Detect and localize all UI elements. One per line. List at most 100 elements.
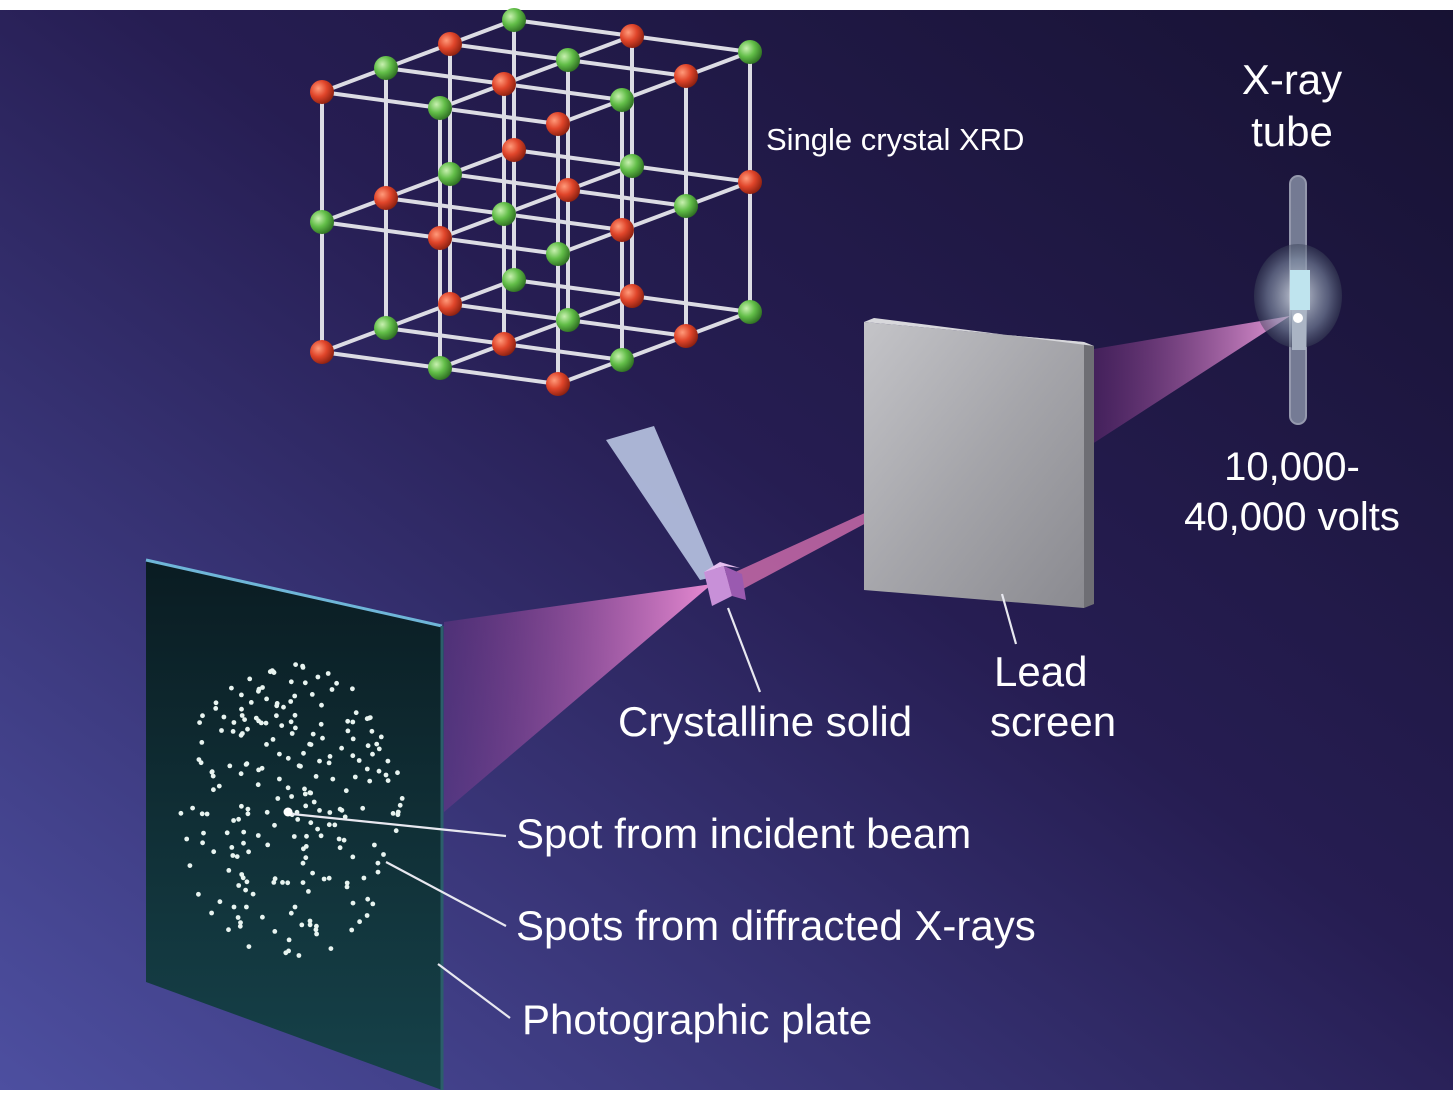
- diffraction-spot: [286, 937, 292, 943]
- diffraction-spot: [329, 687, 335, 692]
- diffraction-spot: [376, 746, 382, 752]
- diffraction-spot: [274, 713, 279, 719]
- diffraction-spot: [375, 860, 381, 866]
- diffraction-spot: [221, 714, 227, 720]
- diffraction-spot: [302, 791, 308, 797]
- lattice-atom-red: [310, 80, 334, 104]
- diffraction-spot: [309, 692, 315, 697]
- lattice-atom-green: [674, 194, 698, 218]
- diffraction-spot: [200, 713, 205, 719]
- lattice-bond: [439, 106, 559, 126]
- leader-crystalline-solid: [726, 607, 762, 693]
- lattice-atom-red: [428, 226, 452, 250]
- diffraction-spot: [209, 910, 215, 916]
- crystalline-solid-label: Crystalline solid: [618, 698, 912, 745]
- diffraction-spot: [184, 836, 190, 842]
- lattice-bond: [631, 34, 751, 54]
- diffraction-spot: [263, 720, 269, 726]
- crystal-lattice-icon: [310, 8, 762, 396]
- lattice-bond: [513, 278, 633, 298]
- lattice-atom-green: [546, 242, 570, 266]
- diffraction-spot: [360, 805, 366, 811]
- lattice-atom-red: [310, 340, 334, 364]
- lattice-atom-green: [374, 56, 398, 80]
- diffraction-spot: [274, 703, 280, 709]
- diffraction-spot: [365, 896, 371, 902]
- diffraction-spot: [277, 776, 282, 782]
- diffraction-spot: [304, 833, 309, 839]
- diffraction-spot: [350, 900, 356, 906]
- diffraction-spot: [295, 817, 301, 822]
- lattice-bond: [449, 302, 569, 322]
- diffraction-spot: [337, 845, 343, 851]
- diffraction-spot: [300, 880, 306, 885]
- lattice-atom-red: [674, 324, 698, 348]
- diffraction-spot: [357, 919, 362, 925]
- diffraction-spot: [219, 728, 224, 733]
- diffraction-spot: [239, 803, 244, 809]
- diffraction-spot: [343, 788, 349, 794]
- lattice-bond: [449, 172, 569, 192]
- diffraction-spot: [240, 875, 246, 881]
- lattice-bond: [449, 42, 569, 62]
- diffraction-spot: [245, 811, 251, 817]
- diffraction-spot: [244, 904, 249, 910]
- diffraction-spot: [334, 680, 339, 686]
- diffraction-spot: [350, 753, 356, 759]
- diffraction-spot: [372, 842, 377, 848]
- diffraction-spot: [341, 837, 347, 843]
- diffraction-spot: [272, 929, 278, 934]
- leader-diffracted-spots: [385, 861, 507, 927]
- lattice-bond: [503, 342, 623, 362]
- lattice-bond: [503, 212, 623, 232]
- lattice-bond: [385, 66, 505, 86]
- diffraction-spot: [307, 790, 313, 796]
- diffraction-spot: [226, 868, 232, 873]
- diffraction-spot: [288, 699, 294, 704]
- diffraction-spot: [326, 822, 332, 828]
- diffraction-spot: [213, 706, 219, 711]
- diffraction-spot: [381, 852, 386, 857]
- diffraction-spot: [302, 680, 308, 686]
- diffraction-spot: [308, 820, 314, 826]
- diffraction-spot: [264, 742, 269, 747]
- lattice-atom-red: [546, 372, 570, 396]
- diffraction-spot: [238, 771, 244, 777]
- diffraction-spot: [344, 880, 350, 886]
- diffraction-spot: [390, 811, 396, 816]
- diagram-title: Single crystal XRD: [766, 122, 1024, 157]
- diffraction-spot: [310, 870, 315, 876]
- diffraction-spot: [279, 723, 285, 728]
- lattice-atom-green: [428, 96, 452, 120]
- lattice-atom-green: [556, 308, 580, 332]
- diffraction-spot: [296, 953, 302, 958]
- diffraction-spot: [281, 704, 286, 710]
- diffraction-spot: [299, 922, 305, 928]
- diffraction-spot: [307, 918, 313, 924]
- diffraction-spot: [395, 812, 401, 818]
- lattice-bond: [439, 236, 559, 256]
- crystal-icon: [704, 562, 746, 606]
- diffraction-spot: [200, 840, 206, 846]
- lattice-atom-red: [738, 170, 762, 194]
- diffraction-spot: [237, 923, 243, 929]
- diffraction-spot: [280, 880, 285, 885]
- lattice-atom-red: [610, 218, 634, 242]
- diffraction-spot: [270, 737, 276, 742]
- diffraction-spot: [224, 830, 230, 836]
- diffraction-spot: [285, 785, 291, 791]
- diffraction-spot: [245, 806, 251, 812]
- diffraction-spot: [288, 679, 294, 685]
- diffraction-spot: [342, 814, 348, 820]
- diffraction-spot: [327, 754, 333, 759]
- diffraction-spot: [241, 829, 247, 835]
- diffraction-spot: [319, 702, 324, 708]
- voltage-label-line2: 40,000 volts: [1184, 495, 1400, 539]
- diffraction-spot: [318, 721, 324, 727]
- diffraction-spot: [292, 712, 298, 718]
- diffraction-spot: [199, 740, 205, 745]
- diffraction-spot: [285, 880, 291, 886]
- lead-screen-icon: [864, 318, 1094, 608]
- diffraction-spot: [356, 758, 362, 763]
- diffraction-spot: [302, 786, 307, 792]
